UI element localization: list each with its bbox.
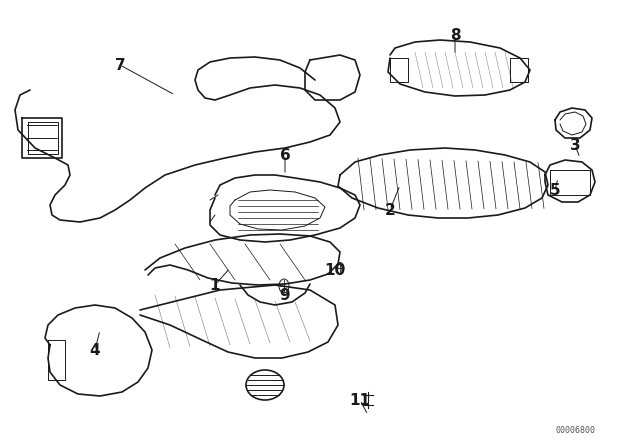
Text: 5: 5 xyxy=(550,182,560,198)
Text: 1: 1 xyxy=(210,277,220,293)
Ellipse shape xyxy=(279,279,289,293)
Text: 9: 9 xyxy=(280,288,291,302)
Text: 3: 3 xyxy=(570,138,580,152)
Text: 8: 8 xyxy=(450,27,460,43)
Text: 2: 2 xyxy=(385,202,396,217)
Ellipse shape xyxy=(246,370,284,400)
Text: 00006800: 00006800 xyxy=(555,426,595,435)
Text: 6: 6 xyxy=(280,147,291,163)
Ellipse shape xyxy=(336,263,344,273)
Text: 10: 10 xyxy=(324,263,346,277)
Text: 7: 7 xyxy=(115,57,125,73)
Text: 11: 11 xyxy=(349,392,371,408)
Text: 4: 4 xyxy=(90,343,100,358)
